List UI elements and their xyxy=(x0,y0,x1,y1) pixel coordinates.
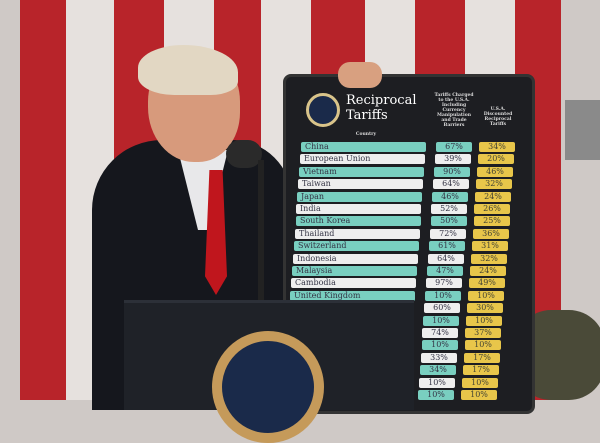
table-row: European Union 39% 20% xyxy=(285,154,525,165)
background-post xyxy=(565,100,600,160)
header-country: Country xyxy=(355,132,377,137)
charged-cell: 10% xyxy=(418,390,454,400)
charged-cell: 10% xyxy=(419,377,455,388)
country-cell: Malaysia xyxy=(292,266,417,276)
country-cell: European Union xyxy=(300,154,425,165)
charged-cell: 47% xyxy=(427,266,463,276)
table-row: 10% 10% xyxy=(273,315,513,326)
charged-cell: 97% xyxy=(426,278,462,289)
presidential-seal xyxy=(212,331,324,443)
charged-cell: 72% xyxy=(430,228,466,239)
country-cell: Japan xyxy=(297,191,422,202)
table-row: Cambodia 97% 49% xyxy=(276,278,516,289)
reciprocal-cell: 24% xyxy=(475,191,511,202)
table-row: United Kingdom 10% 10% xyxy=(275,290,515,301)
microphone-stand xyxy=(258,160,264,300)
country-cell: India xyxy=(296,204,421,214)
table-row: Taiwan 64% 32% xyxy=(283,179,523,190)
table-row: 33% 17% xyxy=(271,352,511,363)
charged-cell: 61% xyxy=(429,241,465,252)
reciprocal-cell: 24% xyxy=(470,266,506,276)
reciprocal-cell: 26% xyxy=(474,204,510,214)
table-row: Switzerland 61% 31% xyxy=(279,241,519,252)
table-row: 60% 30% xyxy=(274,303,514,314)
reciprocal-cell: 32% xyxy=(471,253,507,264)
podium xyxy=(124,300,414,443)
charged-cell: 90% xyxy=(434,166,470,177)
charged-cell: 46% xyxy=(432,191,468,202)
reciprocal-cell: 17% xyxy=(463,365,499,376)
table-row: Indonesia 64% 32% xyxy=(278,253,518,264)
charged-cell: 10% xyxy=(423,315,459,326)
header-reciprocal: U.S.A. Discounted Reciprocal Tariffs xyxy=(483,107,513,127)
charged-cell: 60% xyxy=(424,303,460,314)
charged-cell: 64% xyxy=(433,179,469,190)
charged-cell: 67% xyxy=(436,142,472,152)
charged-cell: 74% xyxy=(422,328,458,338)
country-cell: Thailand xyxy=(295,228,420,239)
table-row: Vietnam 90% 46% xyxy=(284,166,524,177)
table-row: South Korea 50% 25% xyxy=(281,216,521,227)
table-row: 34% 17% xyxy=(270,365,510,376)
country-cell: South Korea xyxy=(296,216,421,227)
reciprocal-cell: 17% xyxy=(464,352,500,363)
hand xyxy=(338,62,382,88)
charged-cell: 10% xyxy=(422,340,458,351)
charged-cell: 50% xyxy=(431,216,467,227)
charged-cell: 39% xyxy=(435,154,471,165)
country-cell: Taiwan xyxy=(298,179,423,190)
reciprocal-cell: 10% xyxy=(468,290,504,301)
country-cell: Indonesia xyxy=(293,253,418,264)
table-row: Japan 46% 24% xyxy=(282,191,522,202)
table-row: China 67% 34% xyxy=(286,142,526,152)
country-cell: Switzerland xyxy=(294,241,419,252)
presidential-seal-icon xyxy=(306,93,340,127)
reciprocal-cell: 10% xyxy=(461,390,497,400)
microphone xyxy=(226,140,262,168)
reciprocal-cell: 46% xyxy=(477,166,513,177)
charged-cell: 64% xyxy=(428,253,464,264)
table-row: 10% 10% xyxy=(269,377,509,388)
board-title: Reciprocal Tariffs xyxy=(346,93,417,123)
charged-cell: 10% xyxy=(425,290,461,301)
reciprocal-cell: 49% xyxy=(469,278,505,289)
charged-cell: 34% xyxy=(420,365,456,376)
charged-cell: 33% xyxy=(421,352,457,363)
country-cell: United Kingdom xyxy=(290,290,415,301)
table-row: 10% 10% xyxy=(268,390,508,400)
reciprocal-cell: 32% xyxy=(476,179,512,190)
country-cell: China xyxy=(301,142,426,152)
reciprocal-cell: 31% xyxy=(472,241,508,252)
reciprocal-cell: 10% xyxy=(466,315,502,326)
charged-cell: 52% xyxy=(431,204,467,214)
header-charged: Tariffs Charged to the U.S.A. Including … xyxy=(434,93,474,128)
reciprocal-cell: 30% xyxy=(467,303,503,314)
reciprocal-cell: 34% xyxy=(479,142,515,152)
reciprocal-cell: 20% xyxy=(478,154,514,165)
reciprocal-cell: 10% xyxy=(465,340,501,351)
reciprocal-cell: 36% xyxy=(473,228,509,239)
table-row: India 52% 26% xyxy=(281,204,521,214)
table-row: 10% 10% xyxy=(272,340,512,351)
table-row: Thailand 72% 36% xyxy=(280,228,520,239)
reciprocal-cell: 10% xyxy=(462,377,498,388)
country-cell: Vietnam xyxy=(299,166,424,177)
table-row: 74% 37% xyxy=(272,328,512,338)
reciprocal-cell: 25% xyxy=(474,216,510,227)
reciprocal-cell: 37% xyxy=(465,328,501,338)
table-row: Malaysia 47% 24% xyxy=(277,266,517,276)
country-cell: Cambodia xyxy=(291,278,416,289)
